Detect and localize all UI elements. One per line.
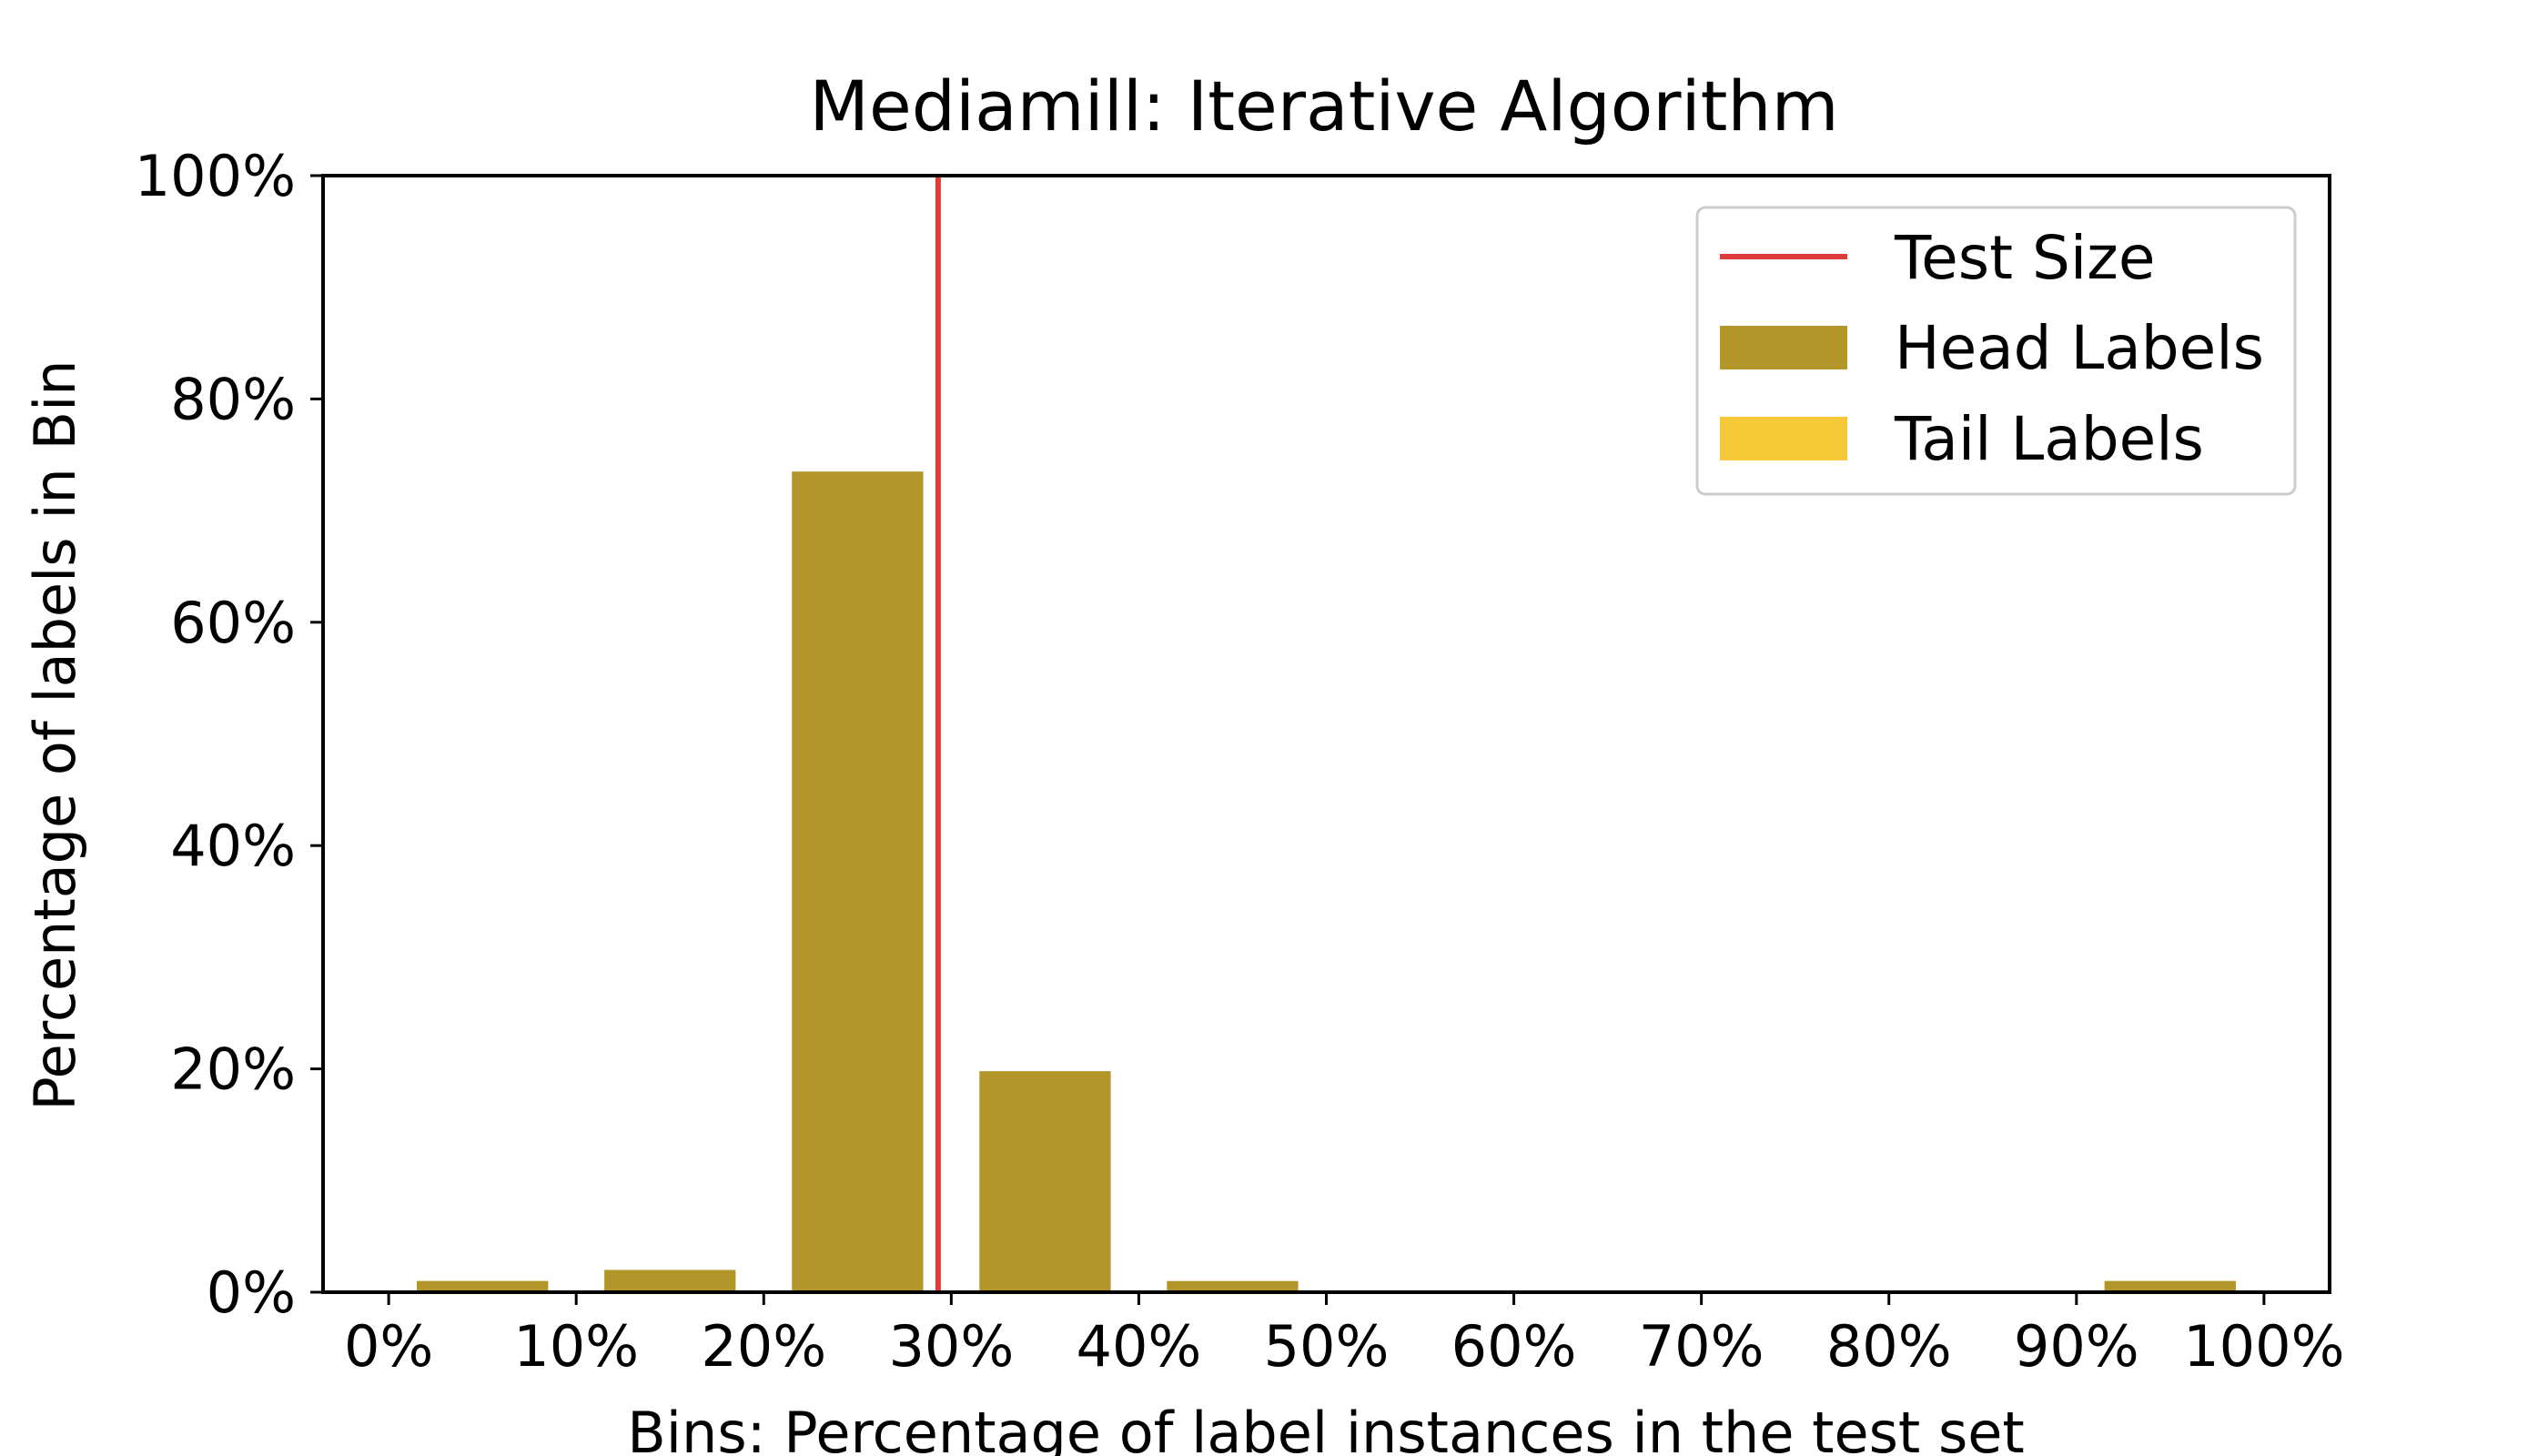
chart-title: Mediamill: Iterative Algorithm xyxy=(809,66,1838,147)
bar-head-labels-bin-25 xyxy=(792,471,924,1292)
y-tick-label: 40% xyxy=(170,813,296,879)
bar-head-labels-bin-15 xyxy=(604,1269,736,1292)
x-tick-label: 0% xyxy=(344,1313,433,1380)
x-tick-label: 90% xyxy=(2014,1313,2139,1380)
x-tick-label: 80% xyxy=(1826,1313,1952,1380)
x-tick-label: 10% xyxy=(513,1313,639,1380)
x-tick-label: 100% xyxy=(2183,1313,2344,1380)
legend-label-head-labels: Head Labels xyxy=(1895,313,2264,383)
legend-swatch-head-labels xyxy=(1720,326,1847,369)
x-tick-label: 30% xyxy=(888,1313,1014,1380)
x-tick-label: 20% xyxy=(701,1313,826,1380)
y-tick-label: 60% xyxy=(170,590,296,656)
y-tick-label: 20% xyxy=(170,1036,296,1103)
legend-label-tail-labels: Tail Labels xyxy=(1894,404,2204,474)
x-tick-label: 40% xyxy=(1077,1313,1202,1380)
x-tick-label: 50% xyxy=(1264,1313,1390,1380)
y-tick-label: 100% xyxy=(135,143,296,209)
legend-label-test-size: Test Size xyxy=(1894,223,2155,293)
x-axis: 0% 10% 20% 30% 40% 50% 60% 70% 80% 90% 100% xyxy=(344,1292,2345,1380)
y-tick-label: 0% xyxy=(207,1259,296,1326)
y-axis-label: Percentage of labels in Bin xyxy=(22,359,88,1110)
x-axis-label: Bins: Percentage of label instances in t… xyxy=(627,1400,2024,1456)
bar-head-labels-bin-5 xyxy=(417,1280,549,1292)
legend-swatch-tail-labels xyxy=(1720,417,1847,460)
y-tick-label: 80% xyxy=(170,366,296,432)
x-tick-label: 60% xyxy=(1451,1313,1577,1380)
bar-head-labels-bin-35 xyxy=(979,1071,1111,1292)
y-axis: 0% 20% 40% 60% 80% 100% xyxy=(135,143,323,1326)
bar-head-labels-bin-95 xyxy=(2104,1280,2236,1292)
bar-head-labels-bin-45 xyxy=(1167,1280,1299,1292)
bars xyxy=(417,471,2236,1292)
x-tick-label: 70% xyxy=(1639,1313,1764,1380)
legend: Test Size Head Labels Tail Labels xyxy=(1695,206,2297,496)
